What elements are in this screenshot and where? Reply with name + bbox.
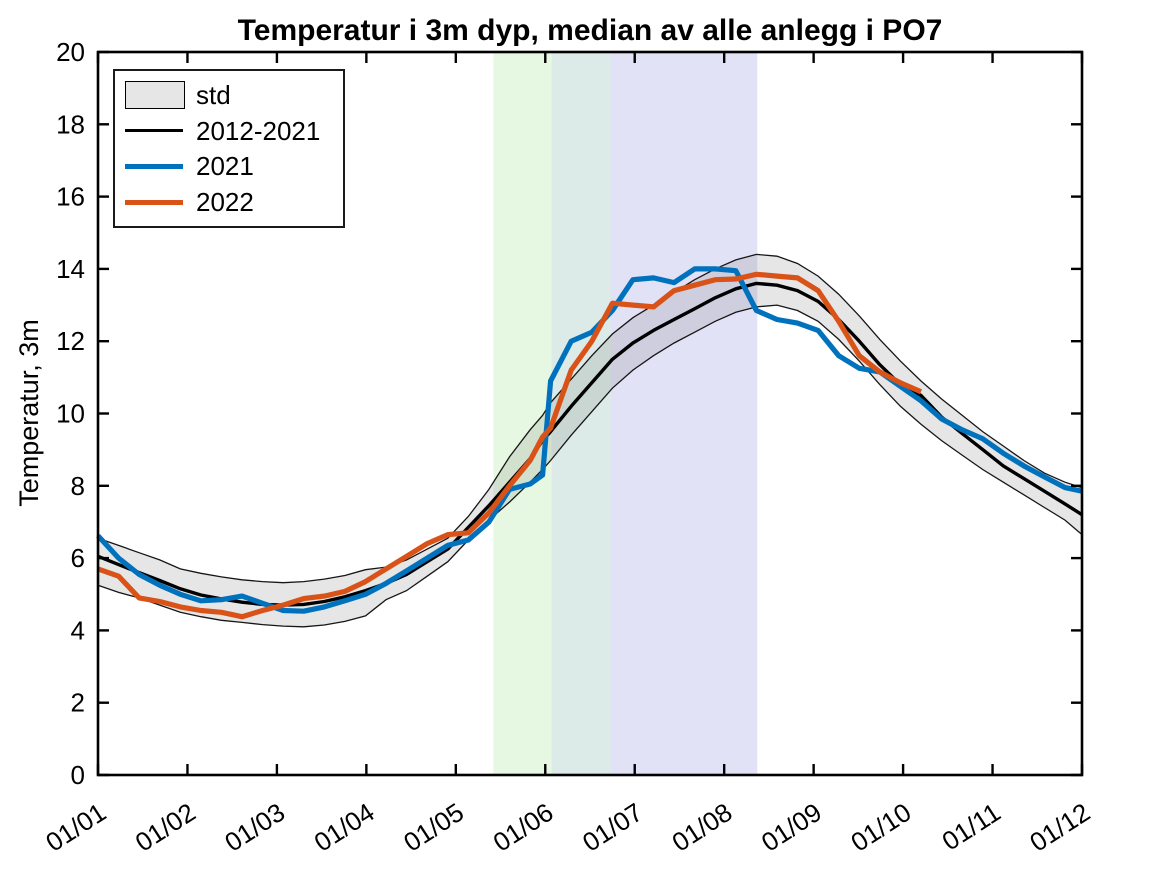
x-tick-label: 01/05 — [398, 797, 469, 858]
y-tick-label: 14 — [56, 254, 85, 284]
x-tick-label: 01/10 — [845, 797, 916, 858]
legend: std 2012-2021 2021 2022 — [113, 69, 345, 228]
x-tick-label: 01/11 — [937, 797, 1006, 857]
x-tick-label: 01/07 — [577, 797, 648, 858]
shaded-band-period-green — [493, 52, 552, 775]
shaded-band-period-teal — [551, 52, 611, 775]
legend-patch-swatch — [125, 80, 187, 109]
legend-item-std: std — [125, 78, 343, 112]
legend-line-swatch — [125, 129, 187, 133]
legend-line-swatch — [125, 163, 187, 169]
y-axis-label: Temperatur, 3m — [14, 319, 44, 507]
std-band-upper-edge — [97, 253, 1083, 584]
y-tick-label: 2 — [71, 688, 85, 718]
chart-title: Temperatur i 3m dyp, median av alle anle… — [238, 14, 943, 47]
x-tick-label: 01/12 — [1024, 797, 1095, 858]
y-tick-label: 16 — [56, 182, 85, 212]
y-tick-label: 20 — [56, 37, 85, 67]
x-tick-label: 01/04 — [309, 797, 380, 858]
x-tick-label: 01/01 — [40, 797, 111, 858]
legend-label: 2012-2021 — [196, 115, 321, 146]
legend-label: std — [196, 79, 231, 110]
x-tick-label: 01/09 — [756, 797, 827, 858]
x-tick-label: 01/02 — [130, 797, 201, 858]
series-line-2021 — [96, 266, 1083, 614]
shaded-band-period-lavender — [610, 52, 758, 775]
x-tick-label: 01/08 — [667, 797, 738, 858]
x-tick-label: 01/06 — [488, 797, 559, 858]
legend-line-swatch — [125, 199, 187, 205]
series-line-2022 — [97, 271, 923, 620]
legend-item-2022: 2022 — [125, 185, 343, 219]
swatch-shape — [125, 129, 183, 133]
x-tick-label: 01/03 — [219, 797, 290, 858]
legend-item-2021: 2021 — [125, 149, 343, 183]
y-tick-label: 0 — [71, 760, 85, 790]
y-tick-label: 6 — [71, 543, 85, 573]
legend-label: 2022 — [196, 187, 254, 218]
legend-label: 2021 — [196, 151, 254, 182]
y-tick-label: 4 — [71, 615, 85, 645]
std-band-lower-edge — [97, 304, 1083, 628]
y-tick-label: 18 — [56, 109, 85, 139]
std-band-fill — [98, 254, 1082, 627]
legend-item-2012-2021: 2012-2021 — [125, 114, 343, 148]
y-tick-label: 10 — [56, 399, 85, 429]
swatch-shape — [125, 80, 185, 109]
y-tick-label: 8 — [71, 471, 85, 501]
swatch-shape — [125, 199, 183, 205]
y-tick-label: 12 — [56, 326, 85, 356]
swatch-shape — [125, 163, 183, 169]
